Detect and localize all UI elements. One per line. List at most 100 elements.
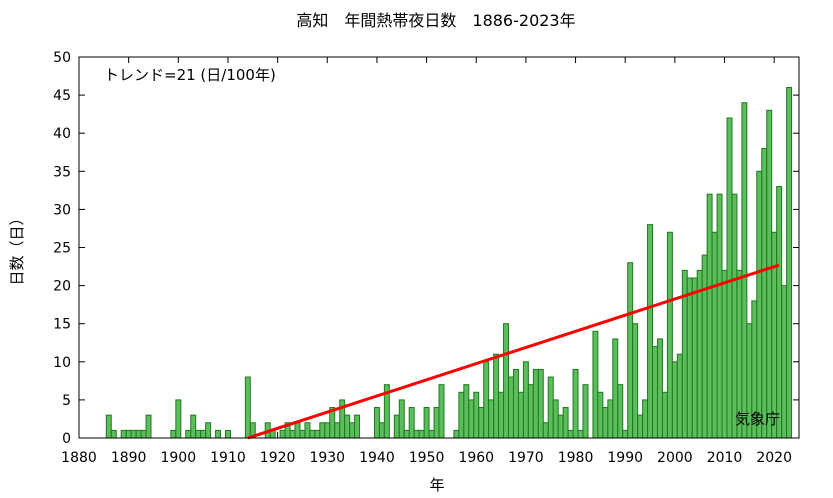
bar [349,422,356,439]
bar [334,422,341,439]
bar [781,285,788,439]
bar [120,429,127,439]
bar [135,429,142,439]
bar [458,391,465,439]
bar [473,391,480,439]
bar [418,429,425,439]
bar [304,422,311,439]
bar [627,262,634,439]
bar [373,407,380,439]
x-tick-label: 1940 [359,450,395,466]
bar [453,429,460,439]
y-tick-label: 0 [62,431,71,447]
y-tick-label: 20 [53,279,71,295]
y-tick-label: 15 [53,317,71,333]
bar [572,368,579,439]
bar [582,384,589,439]
bar [324,422,331,439]
bar [408,407,415,439]
bar [622,429,629,439]
bar [428,429,435,439]
bar [224,429,231,439]
bar [493,353,500,439]
bar [354,414,361,439]
x-tick-label: 1950 [409,450,445,466]
bar [488,399,495,439]
bar [542,422,549,439]
bar [661,391,668,439]
bar [279,429,286,439]
bar [398,399,405,439]
bar [666,231,673,439]
bar [468,399,475,439]
x-tick-label: 2010 [707,450,743,466]
y-tick-label: 10 [53,355,71,371]
bar [294,422,301,439]
bar [190,414,197,439]
bar [642,399,649,439]
bar [547,376,554,439]
bar [756,170,763,439]
y-tick-label: 40 [53,126,71,142]
tick-labels: 0 5 10 15 20 25 30 35 40 45 50 1880 1890 1900 1910 1920… [53,50,792,466]
bar [676,353,683,439]
y-tick-label: 5 [62,393,71,409]
bar [721,269,728,439]
bar [716,193,723,439]
bar [522,361,529,439]
bars-group [105,86,793,439]
bar [557,414,564,439]
bar [637,414,644,439]
bar [617,384,624,439]
x-tick-label: 1880 [61,450,97,466]
bar [607,399,614,439]
bar [508,376,514,439]
x-tick-label: 1960 [458,450,494,466]
x-tick-label: 1980 [558,450,594,466]
bar [299,429,306,439]
trend-line [247,263,780,440]
credit-label: 気象庁 [735,410,780,428]
bar [125,429,132,439]
bar [413,429,420,439]
x-tick-label: 1890 [111,450,147,466]
bar [696,269,703,439]
bar [463,384,470,439]
bar [503,323,510,439]
trend-annotation: トレンド=21 (日/100年) [104,66,276,84]
bar [532,368,539,439]
bar [761,147,768,439]
bar [423,407,430,439]
x-tick-label: 1900 [160,450,196,466]
bar [671,361,678,439]
bar [741,102,748,439]
bar [289,429,296,439]
bar [592,330,599,439]
bar [438,384,445,439]
y-axis-label: 日数（日） [8,210,26,285]
bar [647,224,654,439]
bar [537,368,544,439]
bar [319,422,326,439]
x-tick-label: 1970 [508,450,544,466]
bar [731,193,738,439]
bar [567,429,574,439]
bar [215,429,222,439]
bar [344,414,351,439]
bar [527,384,534,439]
bar [512,368,519,439]
bar [378,422,385,439]
bar [771,231,778,439]
bar [110,429,117,439]
chart-title: 高知 年間熱帯夜日数 1886-2023年 [296,11,575,30]
bar [175,399,182,439]
bar [706,193,713,439]
y-tick-label: 25 [53,241,71,257]
y-tick-label: 35 [53,164,71,180]
bar [309,429,316,439]
bar [597,391,604,439]
bar [185,429,192,439]
bar [711,231,718,439]
bar [140,429,147,439]
bar [393,414,400,439]
